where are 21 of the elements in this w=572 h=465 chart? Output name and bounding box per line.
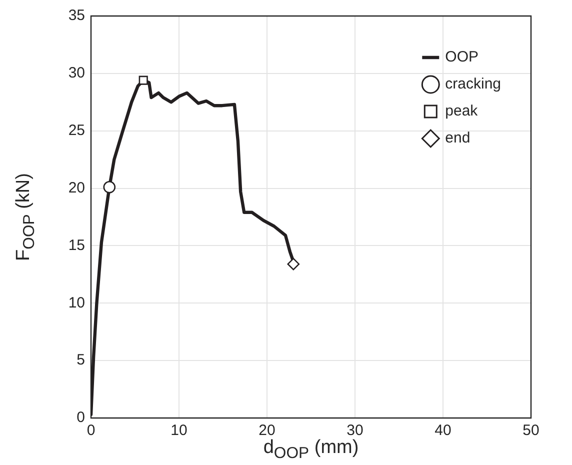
legend-label: end xyxy=(445,130,470,147)
legend-label: peak xyxy=(445,102,478,120)
point xyxy=(138,76,148,85)
point xyxy=(103,180,116,194)
y-tick-label: 15 xyxy=(68,236,85,254)
y-tick-label: 35 xyxy=(68,7,85,24)
y-tick-label: 5 xyxy=(76,352,85,369)
x-tick-label: 50 xyxy=(522,422,540,440)
x-tick-label: 40 xyxy=(434,422,452,440)
x-tick-label: 10 xyxy=(170,422,188,440)
point xyxy=(287,258,300,270)
y-tick-label: 30 xyxy=(68,64,85,82)
legend-label: cracking xyxy=(445,76,502,93)
y-tick-label: 10 xyxy=(68,294,85,312)
x-tick-label: 30 xyxy=(346,422,364,440)
legend-label: OOP xyxy=(445,48,478,66)
x-tick-label: 20 xyxy=(258,422,276,440)
y-tick-label: 0 xyxy=(76,409,85,426)
y-tick-label: 20 xyxy=(68,179,85,196)
x-axis-title: d$_{OOP}$ (mm) xyxy=(263,437,359,462)
y-tick-label: 25 xyxy=(68,122,85,139)
